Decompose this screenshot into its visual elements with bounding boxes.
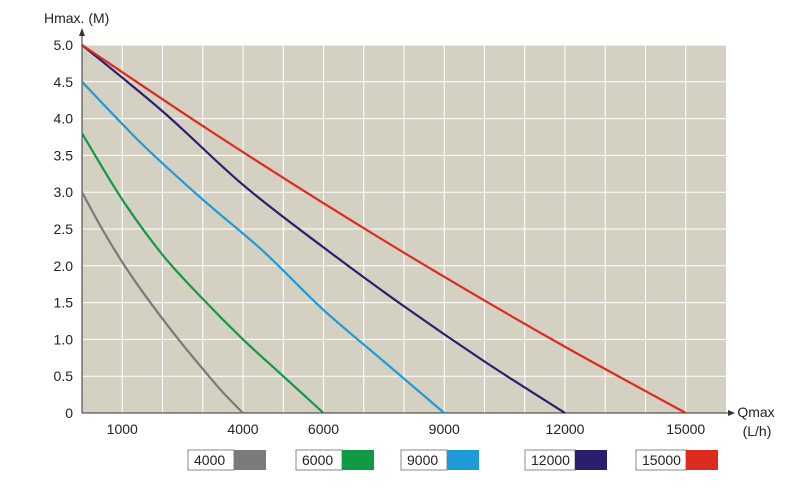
- series-line-12000: [81, 44, 566, 414]
- legend-swatch: [686, 450, 718, 470]
- legend-label: 6000: [302, 452, 333, 468]
- y-tick-label: 1.0: [54, 331, 74, 347]
- legend-item-6000: 6000: [295, 449, 374, 471]
- y-tick-label: 4.5: [54, 74, 74, 90]
- legend-item-4000: 4000: [187, 449, 266, 471]
- x-tick-label: 15000: [666, 421, 705, 437]
- legend-swatch: [575, 450, 607, 470]
- x-axis-title-line1: Qmax: [737, 404, 774, 420]
- y-tick-label: 2.0: [54, 258, 74, 274]
- y-tick-label: 3.5: [54, 147, 74, 163]
- y-tick-label: 4.0: [54, 111, 74, 127]
- series-lines: [81, 44, 687, 414]
- x-tick-label: 12000: [546, 421, 585, 437]
- y-tick-label: 3.0: [54, 184, 74, 200]
- legend-item-9000: 9000: [400, 449, 479, 471]
- legend-swatch: [342, 450, 374, 470]
- legend-item-12000: 12000: [524, 449, 607, 471]
- legend-label: 4000: [194, 452, 225, 468]
- x-tick-label: 6000: [308, 421, 339, 437]
- series-line-4000: [81, 191, 244, 414]
- y-tick-label: 0.5: [54, 368, 74, 384]
- x-axis-title-line2: (L/h): [743, 423, 772, 439]
- x-tick-label: 4000: [227, 421, 258, 437]
- legend: 4000 6000 9000 12000 15000: [187, 449, 718, 471]
- axes: [79, 28, 735, 416]
- series-line-6000: [81, 132, 325, 414]
- x-tick-label: 1000: [107, 421, 138, 437]
- grid: [82, 44, 726, 413]
- x-axis-arrow-icon: [728, 410, 735, 416]
- y-tick-labels: 0 0.5 1.0 1.5 2.0 2.5 3.0 3.5 4.0 4.5 5.0: [54, 37, 74, 421]
- legend-label: 9000: [407, 452, 438, 468]
- y-tick-label: 0: [65, 405, 73, 421]
- series-line-9000: [81, 81, 445, 414]
- legend-label: 15000: [642, 452, 681, 468]
- x-tick-labels: 1000 4000 6000 9000 12000 15000: [107, 421, 706, 437]
- legend-swatch: [234, 450, 266, 470]
- y-tick-label: 1.5: [54, 295, 74, 311]
- x-tick-label: 9000: [429, 421, 460, 437]
- legend-swatch: [447, 450, 479, 470]
- legend-item-15000: 15000: [635, 449, 718, 471]
- series-line-15000: [81, 44, 687, 414]
- y-axis-arrow-icon: [79, 28, 85, 36]
- y-axis-title: Hmax. (M): [44, 10, 109, 26]
- y-tick-label: 2.5: [54, 221, 74, 237]
- y-tick-label: 5.0: [54, 37, 74, 53]
- legend-label: 12000: [531, 452, 570, 468]
